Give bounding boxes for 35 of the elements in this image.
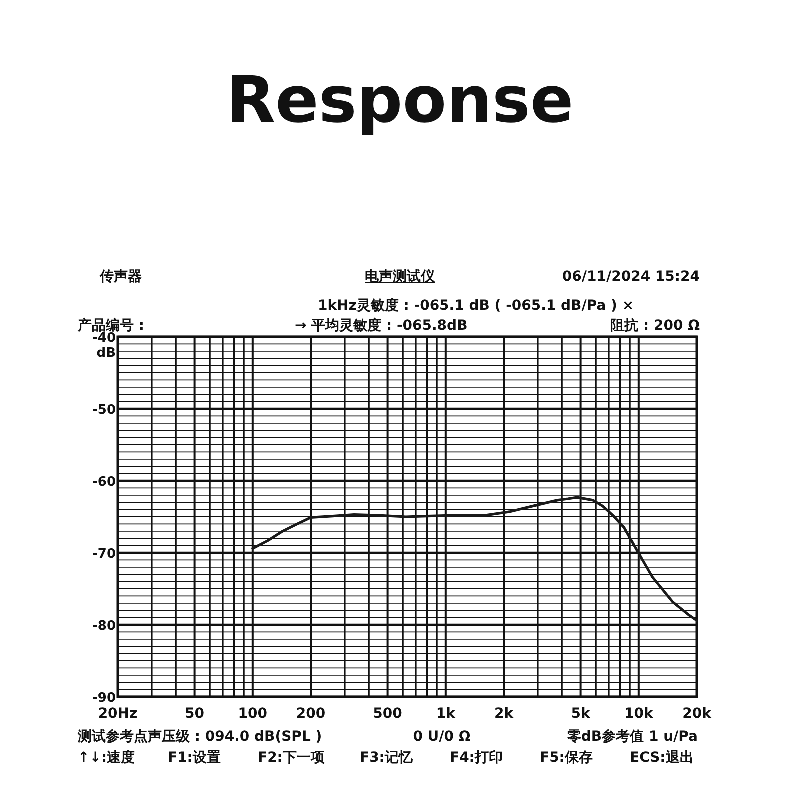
text: 0 U/0 Ω xyxy=(413,729,471,745)
text: ECS:退出 xyxy=(630,749,694,766)
text: 零dB参考值 1 u/Pa xyxy=(566,728,698,745)
y-tick-label: -90 xyxy=(92,691,116,706)
text: F1:设置 xyxy=(168,750,221,766)
text: 产品编号 : xyxy=(77,317,144,334)
y-tick-label: -50 xyxy=(92,403,116,418)
text: 1kHz灵敏度 : -065.1 dB ( -065.1 dB/Pa ) × xyxy=(318,297,634,314)
text: ↑↓:速度 xyxy=(78,749,136,766)
text: 阻抗 : 200 Ω xyxy=(610,318,700,334)
x-tick-label: 2k xyxy=(494,706,514,722)
x-tick-label: 10k xyxy=(624,706,654,722)
y-tick-label: -80 xyxy=(92,619,116,634)
x-tick-label: 1k xyxy=(436,706,456,722)
text: F5:保存 xyxy=(540,750,593,766)
text: 传声器 xyxy=(99,269,142,285)
text: F3:记忆 xyxy=(360,750,414,766)
text: F2:下一项 xyxy=(258,750,326,766)
x-tick-label: 200 xyxy=(296,706,326,722)
y-tick-label: -70 xyxy=(92,547,116,562)
text: → 平均灵敏度 : -065.8dB xyxy=(295,317,468,334)
y-tick-label: -40 xyxy=(92,331,116,346)
x-tick-label: 500 xyxy=(373,706,403,722)
x-tick-label: 20k xyxy=(682,706,712,722)
text: F4:打印 xyxy=(450,750,503,766)
y-tick-label: -60 xyxy=(92,475,116,490)
x-tick-label: 50 xyxy=(185,706,205,722)
x-tick-label: 5k xyxy=(571,706,592,722)
chart-title: Response xyxy=(226,64,574,138)
text: 06/11/2024 15:24 xyxy=(562,269,700,285)
x-tick-label: 100 xyxy=(238,706,268,722)
x-tick-label: 20Hz xyxy=(98,706,138,722)
text: 测试参考点声压级 : 094.0 dB(SPL ) xyxy=(77,728,322,745)
text: 电声测试仪 xyxy=(365,269,436,285)
y-axis-title: dB xyxy=(96,346,116,361)
